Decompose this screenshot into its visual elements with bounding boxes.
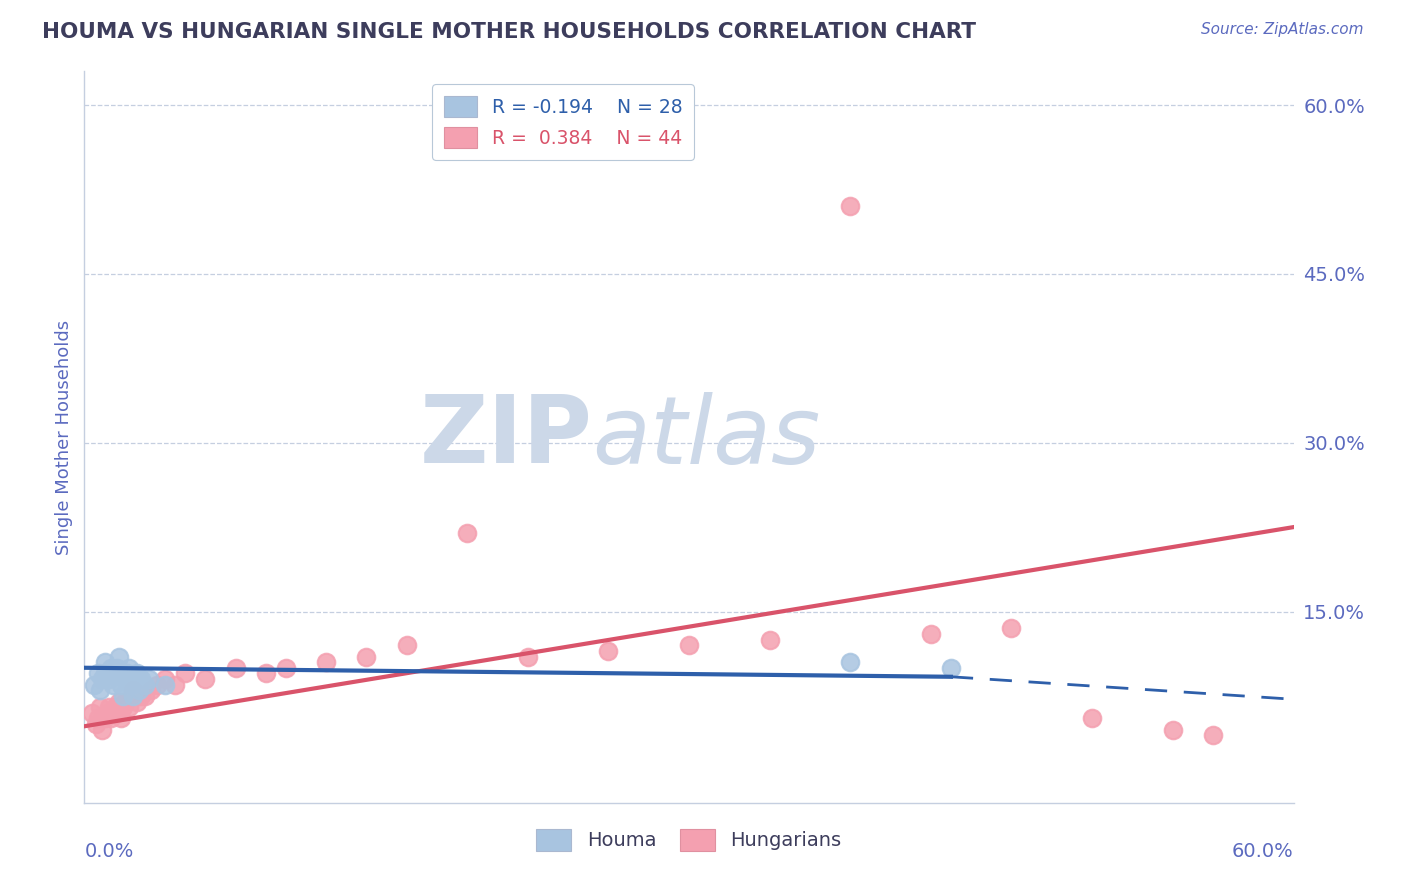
Point xyxy=(153,672,176,686)
Point xyxy=(93,711,115,725)
Text: Source: ZipAtlas.com: Source: ZipAtlas.com xyxy=(1201,22,1364,37)
Point xyxy=(125,694,148,708)
Point xyxy=(97,672,120,686)
Point xyxy=(101,678,124,692)
Point xyxy=(105,706,128,720)
Point xyxy=(87,666,110,681)
Point xyxy=(225,661,247,675)
Point xyxy=(91,672,114,686)
Point xyxy=(91,723,114,737)
Point xyxy=(128,683,150,698)
Point xyxy=(134,689,156,703)
Point xyxy=(89,683,111,698)
Point xyxy=(83,678,105,692)
Point xyxy=(138,672,160,686)
Point xyxy=(395,638,418,652)
Point xyxy=(456,525,478,540)
Point xyxy=(100,661,122,675)
Point xyxy=(110,711,132,725)
Point xyxy=(111,700,134,714)
Point xyxy=(118,661,141,675)
Point xyxy=(89,700,111,714)
Point xyxy=(105,661,128,675)
Y-axis label: Single Mother Households: Single Mother Households xyxy=(55,319,73,555)
Point xyxy=(598,644,620,658)
Point xyxy=(194,672,217,686)
Point xyxy=(174,666,197,681)
Point xyxy=(1161,723,1184,737)
Point xyxy=(121,689,143,703)
Point xyxy=(165,678,187,692)
Point xyxy=(139,683,162,698)
Point xyxy=(839,199,862,213)
Point xyxy=(93,666,115,681)
Point xyxy=(274,661,297,675)
Point xyxy=(920,627,942,641)
Text: ZIP: ZIP xyxy=(419,391,592,483)
Text: atlas: atlas xyxy=(592,392,821,483)
Point xyxy=(254,666,277,681)
Text: 0.0%: 0.0% xyxy=(84,842,134,861)
Point xyxy=(121,683,143,698)
Text: 60.0%: 60.0% xyxy=(1232,842,1294,861)
Point xyxy=(110,678,132,692)
Point xyxy=(153,678,176,692)
Point xyxy=(104,700,127,714)
Point xyxy=(100,711,122,725)
Point xyxy=(114,694,136,708)
Point xyxy=(125,666,148,681)
Point xyxy=(111,689,134,703)
Point xyxy=(839,655,862,669)
Point xyxy=(87,711,110,725)
Text: HOUMA VS HUNGARIAN SINGLE MOTHER HOUSEHOLDS CORRELATION CHART: HOUMA VS HUNGARIAN SINGLE MOTHER HOUSEHO… xyxy=(42,22,976,42)
Point xyxy=(115,666,138,681)
Legend: Houma, Hungarians: Houma, Hungarians xyxy=(529,821,849,859)
Point xyxy=(124,672,146,686)
Point xyxy=(678,638,700,652)
Point xyxy=(86,717,108,731)
Point xyxy=(107,694,129,708)
Point xyxy=(1081,711,1104,725)
Point xyxy=(107,649,129,664)
Point xyxy=(758,632,780,647)
Point xyxy=(356,649,378,664)
Point xyxy=(146,678,169,692)
Point xyxy=(104,666,127,681)
Point xyxy=(129,672,152,686)
Point xyxy=(129,689,152,703)
Point xyxy=(134,678,156,692)
Point xyxy=(1202,728,1225,742)
Point xyxy=(93,655,115,669)
Point xyxy=(516,649,538,664)
Point xyxy=(315,655,337,669)
Point xyxy=(82,706,104,720)
Point xyxy=(101,706,124,720)
Point xyxy=(114,672,136,686)
Point xyxy=(939,661,962,675)
Point xyxy=(96,706,118,720)
Point xyxy=(120,678,142,692)
Point xyxy=(1000,621,1022,635)
Point xyxy=(118,700,141,714)
Point xyxy=(97,700,120,714)
